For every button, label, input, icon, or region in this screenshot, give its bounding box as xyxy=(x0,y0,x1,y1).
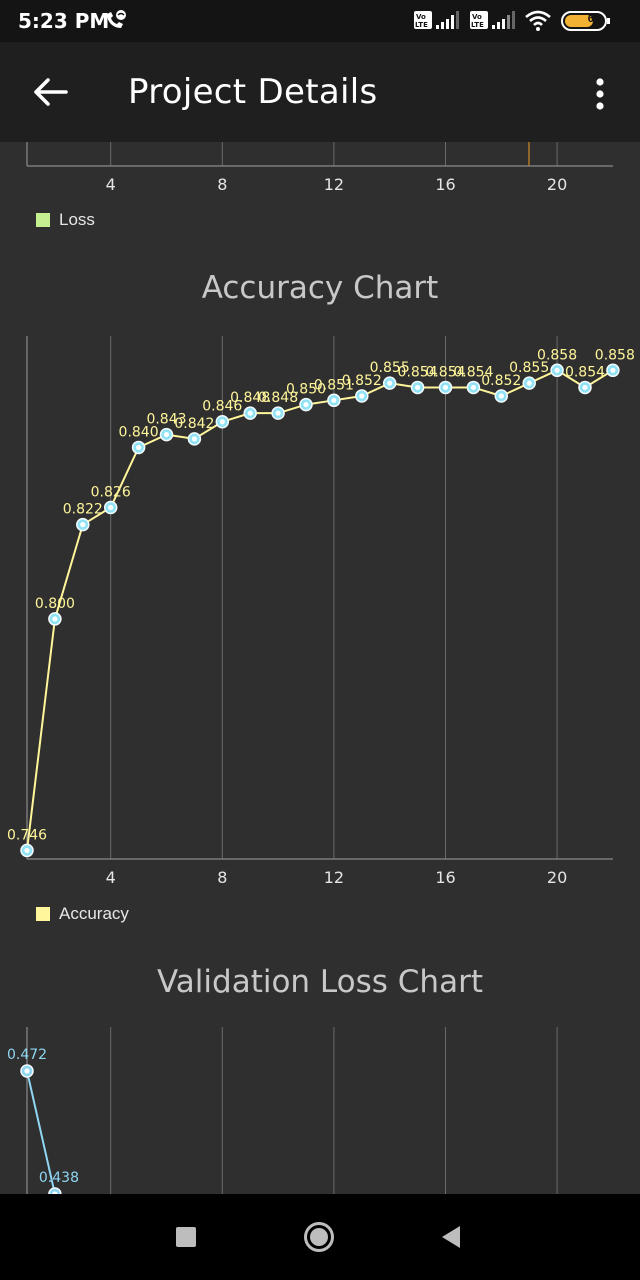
accuracy-data-point-center xyxy=(247,410,253,416)
accuracy-legend: Accuracy xyxy=(36,904,129,924)
accuracy-data-label: 0.852 xyxy=(342,373,382,389)
back-triangle-icon[interactable] xyxy=(440,1225,462,1249)
more-options-icon[interactable] xyxy=(592,76,608,112)
chart-scroll-area[interactable]: 4 8 12 16 20 Loss Accuracy Chart 4 8 12 16 20 0.7… xyxy=(0,142,640,1194)
accuracy-data-label: 0.846 xyxy=(202,399,242,415)
accuracy-series-line xyxy=(26,369,614,851)
accuracy-data-label: 0.854 xyxy=(453,364,493,380)
loss-x-tick-label: 12 xyxy=(324,175,344,194)
status-time: 5:23 PM xyxy=(18,9,110,33)
accuracy-data-point-center xyxy=(359,393,365,399)
accuracy-data-point-center xyxy=(108,504,114,511)
svg-text:LTE: LTE xyxy=(471,21,484,29)
accuracy-data-point-center xyxy=(442,384,449,391)
accuracy-data-point-center xyxy=(191,436,197,442)
status-bar: 5:23 PM Vo LTE Vo LTE xyxy=(0,0,640,42)
loss-legend-swatch xyxy=(36,213,50,227)
validation-data-point xyxy=(48,1187,62,1194)
sim1-label: Vo xyxy=(416,13,426,21)
accuracy-chart: 4 8 12 16 200.7460.8000.8220.8260.8400.8430.… xyxy=(7,336,635,887)
accuracy-data-label: 0.826 xyxy=(91,484,131,500)
back-arrow-icon[interactable] xyxy=(32,76,68,108)
accuracy-data-point-center xyxy=(219,419,225,425)
accuracy-x-tick-label: 4 xyxy=(106,868,116,887)
navigation-bar xyxy=(0,1194,640,1280)
accuracy-data-point-center xyxy=(498,393,504,399)
accuracy-data-point-center xyxy=(526,380,532,386)
loss-x-tick-label: 8 xyxy=(217,175,227,194)
accuracy-data-label: 0.855 xyxy=(509,360,549,376)
accuracy-data-label: 0.855 xyxy=(370,360,410,376)
validation-data-point-center xyxy=(52,1191,58,1194)
accuracy-data-label: 0.858 xyxy=(537,347,577,363)
page-title: Project Details xyxy=(128,72,378,112)
accuracy-data-point-center xyxy=(554,367,560,373)
accuracy-legend-label: Accuracy xyxy=(59,904,129,923)
loss-x-tick-label: 16 xyxy=(435,175,455,194)
loss-chart: 4 8 12 16 20 xyxy=(26,142,613,194)
accuracy-data-label: 0.851 xyxy=(314,377,354,393)
loss-x-tick-label: 4 xyxy=(106,175,116,194)
accuracy-x-tick-label: 8 xyxy=(217,868,227,887)
signal-wifi-battery-icon: Vo LTE Vo LTE xyxy=(414,10,610,31)
app-bar: Project Details xyxy=(0,42,640,142)
loss-x-tick-label: 20 xyxy=(547,175,567,194)
recents-square-icon[interactable] xyxy=(176,1227,196,1247)
accuracy-data-label: 0.854 xyxy=(398,364,438,380)
accuracy-data-point-center xyxy=(80,522,86,528)
svg-text:Vo: Vo xyxy=(472,13,482,21)
accuracy-data-point-center xyxy=(610,367,616,373)
accuracy-data-point-center xyxy=(331,397,337,403)
accuracy-data-point-center xyxy=(136,444,142,451)
wifi-calling-icon xyxy=(107,10,126,28)
svg-text:LTE: LTE xyxy=(415,21,428,29)
accuracy-data-label: 0.842 xyxy=(174,416,214,432)
accuracy-data-label: 0.746 xyxy=(7,827,47,843)
accuracy-data-label: 0.854 xyxy=(425,364,465,380)
validation-loss-chart-title: Validation Loss Chart xyxy=(157,964,483,1000)
accuracy-chart-title: Accuracy Chart xyxy=(201,270,439,306)
accuracy-data-point-center xyxy=(52,616,58,622)
home-circle-icon[interactable] xyxy=(303,1221,335,1253)
validation-data-point-center xyxy=(24,1068,30,1074)
accuracy-data-point-center xyxy=(470,384,476,391)
battery-level: 61 xyxy=(587,13,600,25)
accuracy-x-tick-label: 16 xyxy=(435,868,455,887)
validation-series-line xyxy=(26,1070,56,1194)
accuracy-x-tick-label: 12 xyxy=(324,868,344,887)
accuracy-data-label: 0.854 xyxy=(565,364,605,380)
accuracy-data-point-center xyxy=(582,384,588,391)
accuracy-data-point-center xyxy=(303,401,309,408)
accuracy-legend-swatch xyxy=(36,907,50,921)
accuracy-data-label: 0.822 xyxy=(63,502,103,518)
accuracy-data-label: 0.858 xyxy=(595,347,635,363)
accuracy-data-label: 0.850 xyxy=(286,382,326,398)
validation-data-label: 0.472 xyxy=(7,1047,47,1063)
validation-data-label: 0.438 xyxy=(39,1170,79,1186)
accuracy-data-label: 0.852 xyxy=(481,373,521,389)
accuracy-data-label: 0.800 xyxy=(35,596,75,612)
loss-legend-label: Loss xyxy=(59,210,95,229)
accuracy-data-point-center xyxy=(163,431,170,438)
accuracy-data-point-center xyxy=(387,380,393,386)
status-icons: Vo LTE Vo LTE xyxy=(414,9,624,33)
accuracy-data-point-center xyxy=(275,410,281,416)
accuracy-data-label: 0.848 xyxy=(230,390,270,406)
accuracy-x-tick-label: 20 xyxy=(547,868,567,887)
loss-legend: Loss xyxy=(36,210,95,230)
accuracy-data-point-center xyxy=(24,847,30,854)
accuracy-data-label: 0.848 xyxy=(258,390,298,406)
accuracy-data-point-center xyxy=(415,384,421,391)
accuracy-data-label: 0.843 xyxy=(146,412,186,428)
validation-loss-chart: 0.472 0.438 xyxy=(7,1027,558,1194)
accuracy-data-label: 0.840 xyxy=(119,424,159,440)
